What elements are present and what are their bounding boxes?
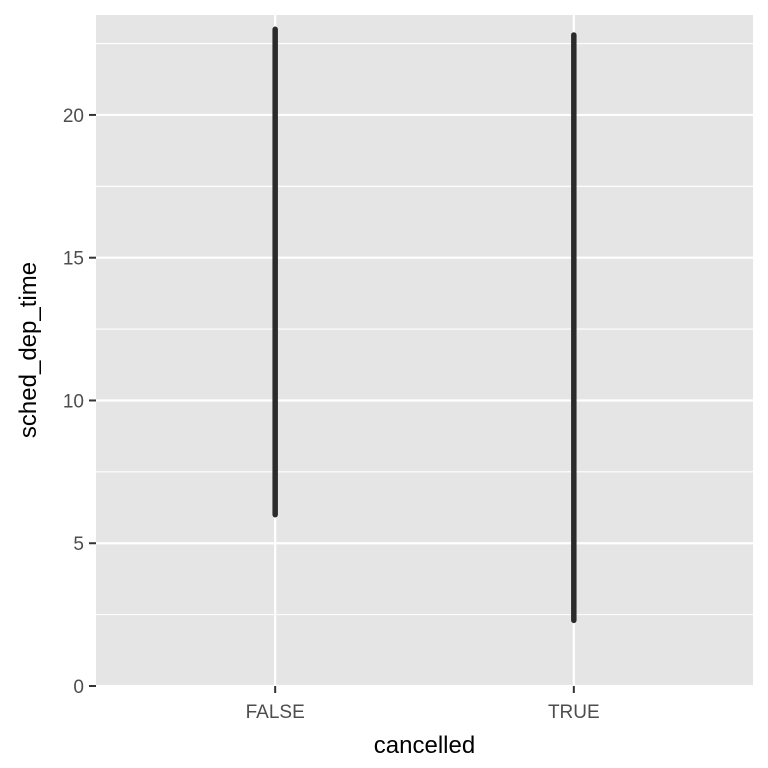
y-tick-label: 15 — [63, 249, 84, 270]
y-tick-label: 5 — [73, 534, 84, 555]
x-tick-label: FALSE — [246, 702, 305, 723]
y-axis-title: sched_dep_time — [15, 262, 42, 438]
x-axis-title: cancelled — [374, 732, 475, 759]
y-tick-label: 20 — [63, 106, 84, 127]
x-axis: FALSE TRUE — [246, 686, 600, 723]
minor-gridlines — [96, 43, 753, 616]
y-tick-label: 10 — [63, 391, 84, 412]
x-tick-label: TRUE — [548, 702, 600, 723]
plot-panel — [96, 15, 753, 686]
range-lines — [272, 26, 577, 624]
y-tick-label: 0 — [73, 677, 84, 698]
y-axis: 0 5 10 15 20 — [63, 106, 96, 698]
